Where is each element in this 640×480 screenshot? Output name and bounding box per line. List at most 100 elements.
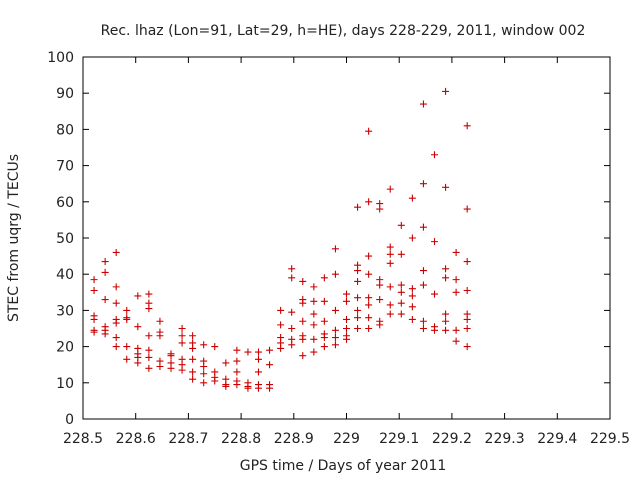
data-point [343,325,350,332]
data-point [343,315,350,323]
data-point [299,317,307,325]
data-point [365,301,373,309]
data-point [90,276,98,284]
data-point [266,361,274,369]
data-point [288,341,296,349]
data-point [112,283,120,291]
data-point [145,346,153,354]
data-point [365,198,373,206]
data-point [463,315,471,323]
data-point [90,315,98,323]
data-point [101,330,109,338]
data-point [463,205,471,213]
y-tick-label: 60 [56,195,74,211]
data-point [200,379,208,387]
data-point [200,363,208,371]
data-point [354,325,362,332]
x-tick-label: 229.3 [485,431,525,447]
data-point [145,290,153,298]
data-point [320,297,328,305]
data-point [463,286,471,294]
data-point [386,283,394,291]
data-point [452,248,460,256]
data-point [452,337,460,345]
y-tick-label: 10 [56,376,74,392]
plot-frame [82,56,611,420]
data-point [288,308,296,316]
data-point [419,223,427,231]
data-point [112,319,120,327]
data-point [419,100,427,108]
data-point [200,370,208,378]
data-point [343,297,350,305]
data-point [145,364,153,372]
data-point [463,343,471,351]
data-point [112,248,120,256]
data-point [112,334,120,342]
data-point [376,296,384,304]
data-point [452,288,460,296]
x-tick-label: 228.9 [274,431,314,447]
data-point [254,348,262,356]
data-point [343,335,350,343]
data-point [365,325,373,332]
data-point [408,315,416,323]
data-point [386,250,394,258]
data-point [310,310,318,318]
data-point [156,332,164,340]
data-point [431,326,439,334]
data-point [320,343,328,351]
data-point [189,368,197,376]
data-point [408,303,416,311]
data-point [452,276,460,284]
data-point [463,122,471,130]
x-tick-label: 229.1 [379,431,419,447]
data-point [386,301,394,309]
data-point [365,127,373,135]
data-point [189,355,197,363]
data-point [310,297,318,305]
data-point [233,368,241,376]
data-point [288,265,296,273]
data-point [156,317,164,325]
data-point [167,352,175,360]
y-tick-label: 50 [56,231,74,247]
y-tick-label: 0 [65,412,74,428]
data-point [233,357,241,365]
data-point [397,221,405,229]
x-tick-label: 229.2 [432,431,472,447]
data-point [431,238,439,246]
data-point [442,317,450,325]
data-point [442,310,450,318]
data-point [365,270,373,278]
data-point [320,334,328,342]
y-tick-label: 70 [56,159,74,175]
data-point [299,299,307,307]
data-point [310,283,318,291]
data-point [463,325,471,332]
data-point [408,285,416,293]
data-point [365,314,373,322]
data-point [134,359,142,367]
data-point [189,344,197,352]
data-point [178,325,186,332]
data-point [123,306,131,314]
data-point [397,299,405,307]
data-point [331,245,339,253]
data-point [386,310,394,318]
data-point [266,346,274,354]
data-point [266,384,274,392]
data-point [386,243,394,251]
data-point [277,344,285,352]
data-points [90,87,471,392]
data-point [277,306,285,314]
data-point [376,205,384,213]
data-point [134,323,142,331]
data-point [354,267,362,275]
data-point [431,290,439,298]
data-point [331,270,339,278]
data-point [397,310,405,318]
data-point [354,314,362,322]
data-point [200,341,208,349]
